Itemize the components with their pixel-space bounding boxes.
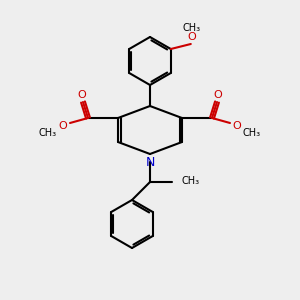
Text: CH₃: CH₃ (183, 23, 201, 33)
Text: O: O (214, 90, 222, 100)
Text: O: O (232, 121, 242, 131)
Text: O: O (78, 90, 86, 100)
Text: CH₃: CH₃ (243, 128, 261, 138)
Text: O: O (188, 32, 196, 42)
Text: CH₃: CH₃ (182, 176, 200, 186)
Text: O: O (58, 121, 68, 131)
Text: N: N (145, 155, 155, 169)
Text: CH₃: CH₃ (39, 128, 57, 138)
